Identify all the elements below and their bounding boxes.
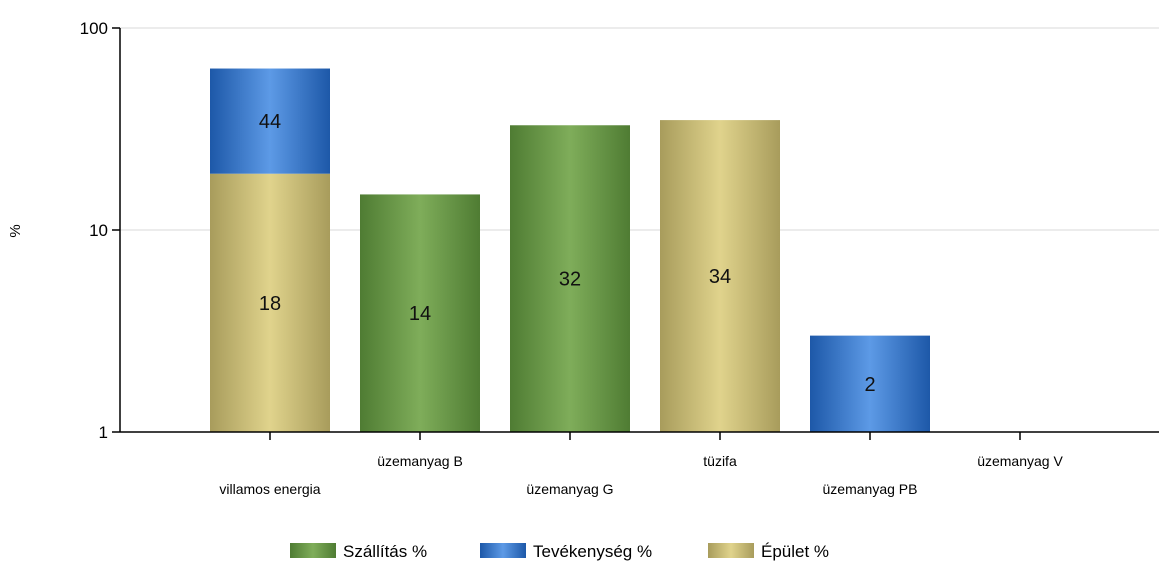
legend: Szállítás % Tevékenység % Épület % — [290, 542, 829, 561]
x-tick-label: üzemanyag PB — [823, 481, 918, 497]
data-label: 44 — [259, 111, 281, 133]
bar — [660, 120, 780, 432]
legend-swatch — [708, 543, 754, 558]
x-tick-label: tüzifa — [703, 453, 737, 469]
y-tick-label: 1 — [99, 423, 108, 442]
legend-swatch — [480, 543, 526, 558]
x-tick-label: üzemanyag B — [377, 453, 463, 469]
data-label: 32 — [559, 269, 581, 291]
x-tick-label: üzemanyag G — [526, 481, 613, 497]
y-tick-label: 100 — [80, 19, 108, 38]
x-ticks: villamos energia üzemanyag B üzemanyag G tü… — [219, 432, 1063, 497]
data-label: 34 — [709, 266, 731, 288]
x-tick-label: üzemanyag V — [977, 453, 1063, 469]
bar — [360, 194, 480, 432]
legend-label: Tevékenység % — [533, 542, 652, 561]
legend-swatch — [290, 543, 336, 558]
bars — [210, 68, 930, 432]
y-tick-label: 10 — [89, 221, 108, 240]
value-labels: 18 44 14 32 34 2 — [259, 111, 876, 396]
bar — [210, 68, 330, 174]
x-tick-label: villamos energia — [219, 481, 320, 497]
legend-label: Szállítás % — [343, 542, 427, 561]
bar — [510, 125, 630, 432]
data-label: 2 — [864, 374, 875, 396]
y-axis-label: % — [7, 224, 24, 237]
data-label: 14 — [409, 303, 431, 325]
bar — [810, 335, 930, 432]
y-ticks: 1 10 100 — [80, 19, 120, 442]
bar — [210, 173, 330, 432]
data-label: 18 — [259, 293, 281, 315]
legend-label: Épület % — [761, 542, 829, 561]
